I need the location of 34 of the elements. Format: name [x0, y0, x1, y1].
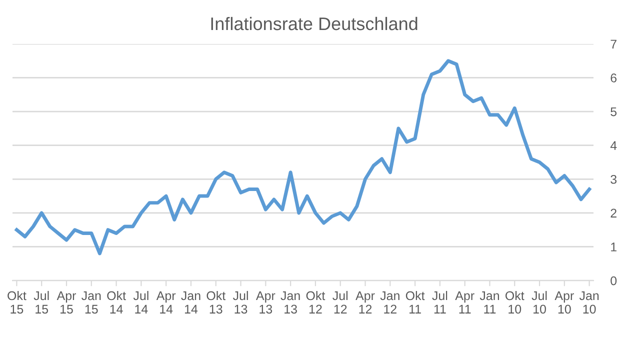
- y-tick-label: 1: [611, 242, 616, 252]
- x-tick-label: Jul 14: [133, 290, 148, 314]
- x-tick-label: Jul 11: [432, 290, 448, 314]
- x-tick-label: Apr 13: [256, 291, 276, 314]
- y-tick-label: 2: [610, 208, 616, 218]
- x-tick-label: Jul 13: [232, 290, 248, 314]
- x-tick-label: Apr 11: [455, 291, 474, 314]
- x-tick-label: Jan 10: [579, 291, 599, 314]
- x-tick-label: Okt 14: [107, 290, 126, 314]
- x-tick-label: Jul 10: [532, 290, 547, 314]
- x-tick-label: Jan 13: [280, 291, 300, 314]
- x-tick-label: Jan 12: [380, 291, 400, 314]
- x-tick-label: Okt 12: [306, 290, 326, 314]
- chart-title: Inflationsrate Deutschland: [211, 16, 418, 30]
- x-tick-label: Okt 13: [206, 290, 226, 314]
- x-tick-label: Jul 15: [34, 290, 49, 314]
- y-tick-label: 6: [610, 74, 617, 82]
- x-tick-label: Jan 15: [82, 291, 101, 314]
- line-series: [14, 59, 592, 256]
- x-tick-label: Apr 15: [56, 291, 76, 314]
- y-tick-label: 5: [610, 107, 617, 116]
- y-tick-label: 4: [610, 141, 617, 150]
- x-tick-label: Okt 11: [406, 290, 425, 314]
- y-tick-label: 3: [610, 174, 617, 184]
- x-tick-label: Jan 11: [480, 291, 499, 314]
- y-tick-label: 7: [610, 40, 616, 48]
- x-tick-label: Apr 12: [356, 291, 375, 314]
- x-tick-label: Apr 10: [554, 291, 574, 314]
- x-tick-label: Okt 15: [8, 290, 26, 314]
- x-tick-label: Jul 12: [332, 290, 348, 314]
- x-tick-label: Okt 10: [505, 290, 524, 314]
- x-tick-label: Apr 14: [156, 291, 176, 314]
- y-tick-label: 0: [610, 276, 617, 286]
- x-tick-label: Jan 14: [181, 291, 200, 314]
